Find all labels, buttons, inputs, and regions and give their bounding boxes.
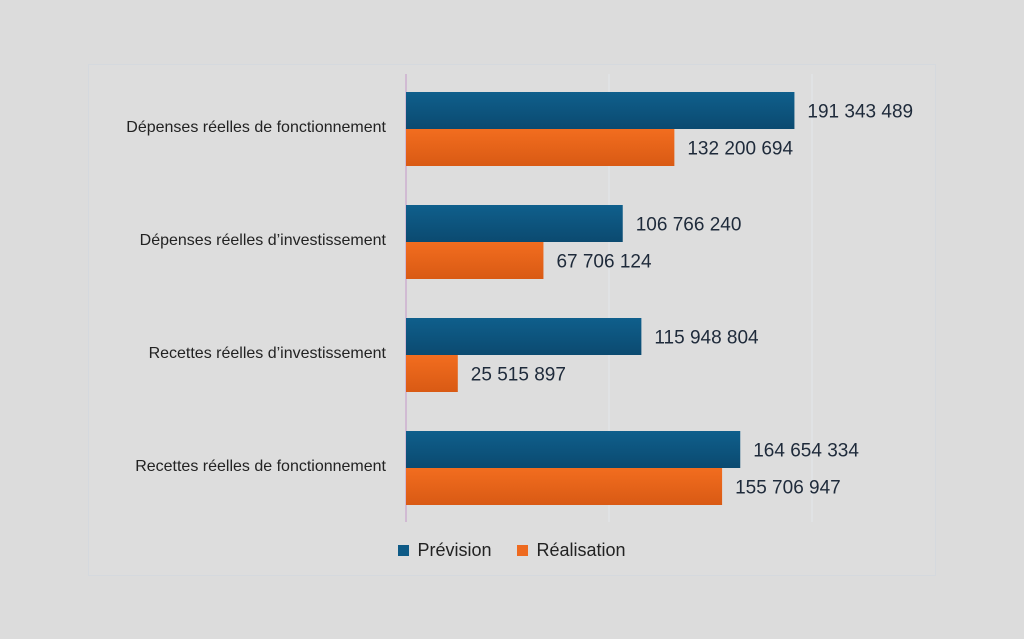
bar-prevision [406,318,642,355]
legend-label-realisation: Réalisation [536,540,626,560]
bar-realisation [406,468,723,505]
bar-prevision [406,92,795,129]
legend-swatch-prevision [398,545,410,556]
data-label: 115 948 804 [654,328,759,349]
legend-item-prevision: Prévision [398,540,491,561]
category-label: Dépenses réelles de fonctionnement [126,119,386,136]
bar-realisation [406,129,675,166]
data-label: 67 706 124 [556,252,652,273]
legend-swatch-realisation [517,545,529,556]
data-label: 191 343 489 [807,102,913,123]
category-label: Recettes réelles de fonctionnement [135,458,386,475]
category-label: Dépenses réelles d’investissement [140,232,387,249]
data-label: 106 766 240 [636,215,742,236]
bar-realisation [406,355,458,392]
legend-item-realisation: Réalisation [517,540,626,561]
bar-prevision [406,205,623,242]
category-label: Recettes réelles d’investissement [149,345,387,362]
data-label: 25 515 897 [471,365,566,386]
legend-label-prevision: Prévision [417,540,492,560]
bar-realisation [406,242,544,279]
legend: Prévision Réalisation [0,540,1024,561]
data-label: 132 200 694 [687,139,793,160]
data-label: 155 706 947 [735,478,841,499]
bar-prevision [406,431,741,468]
data-label: 164 654 334 [753,441,859,462]
